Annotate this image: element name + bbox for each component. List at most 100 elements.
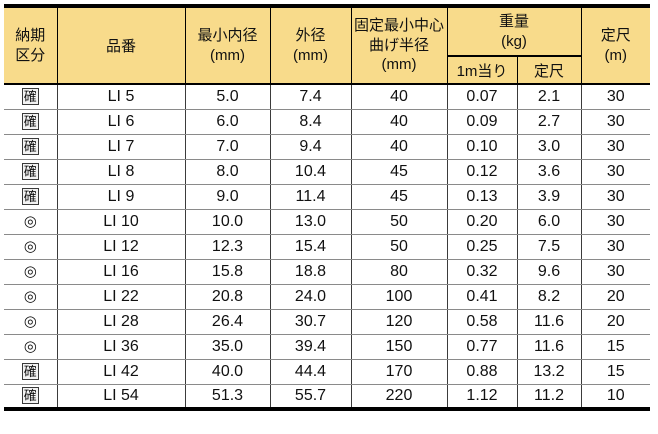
header-min-inner-dia: 最小内径 (mm) — [184, 6, 271, 85]
weight-std-cell: 13.2 — [516, 358, 582, 385]
part-no-cell: LI 22 — [56, 283, 186, 310]
delivery-mark-cell: 確 — [4, 108, 58, 135]
table-row: ◎ LI 36 35.0 39.4 150 0.77 11.6 15 — [4, 333, 651, 360]
weight-per-1m-cell: 0.32 — [446, 258, 518, 285]
weight-per-1m-cell: 1.12 — [446, 383, 518, 410]
std-length-cell: 10 — [580, 383, 651, 410]
std-length-cell: 30 — [580, 108, 651, 135]
delivery-mark: ◎ — [23, 262, 37, 280]
delivery-mark-cell: ◎ — [4, 208, 58, 235]
bend-radius-cell: 40 — [350, 133, 448, 160]
part-no-cell: LI 54 — [56, 383, 186, 410]
outer-dia-cell: 9.4 — [269, 133, 352, 160]
delivery-mark-cell: 確 — [4, 158, 58, 185]
delivery-mark: 確 — [21, 112, 39, 130]
table-row: ◎ LI 16 15.8 18.8 80 0.32 9.6 30 — [4, 258, 651, 285]
table-row: 確 LI 42 40.0 44.4 170 0.88 13.2 15 — [4, 358, 651, 385]
min-inner-dia-cell: 5.0 — [184, 83, 271, 110]
bend-radius-cell: 40 — [350, 83, 448, 110]
delivery-mark-cell: ◎ — [4, 283, 58, 310]
std-length-cell: 30 — [580, 158, 651, 185]
table-row: ◎ LI 28 26.4 30.7 120 0.58 11.6 20 — [4, 308, 651, 335]
bend-radius-cell: 100 — [350, 283, 448, 310]
std-length-cell: 30 — [580, 133, 651, 160]
part-no-cell: LI 10 — [56, 208, 186, 235]
weight-per-1m-cell: 0.41 — [446, 283, 518, 310]
header-weight-per-1m: 1m当り — [446, 56, 518, 85]
header-weight-std: 定尺 — [516, 56, 582, 85]
min-inner-dia-cell: 12.3 — [184, 233, 271, 260]
outer-dia-cell: 13.0 — [269, 208, 352, 235]
min-inner-dia-cell: 51.3 — [184, 383, 271, 410]
delivery-mark-cell: 確 — [4, 133, 58, 160]
outer-dia-cell: 18.8 — [269, 258, 352, 285]
header-outer-dia: 外径 (mm) — [269, 6, 352, 85]
header-part-no: 品番 — [56, 6, 186, 85]
outer-dia-cell: 44.4 — [269, 358, 352, 385]
header-std-length: 定尺 (m) — [580, 6, 651, 85]
min-inner-dia-cell: 7.0 — [184, 133, 271, 160]
bend-radius-cell: 40 — [350, 108, 448, 135]
delivery-mark: 確 — [21, 162, 39, 180]
std-length-cell: 15 — [580, 333, 651, 360]
bend-radius-cell: 220 — [350, 383, 448, 410]
bend-radius-cell: 50 — [350, 208, 448, 235]
weight-per-1m-cell: 0.77 — [446, 333, 518, 360]
delivery-mark-cell: 確 — [4, 358, 58, 385]
delivery-mark-cell: 確 — [4, 383, 58, 410]
min-inner-dia-cell: 8.0 — [184, 158, 271, 185]
outer-dia-cell: 24.0 — [269, 283, 352, 310]
weight-std-cell: 7.5 — [516, 233, 582, 260]
delivery-mark: ◎ — [23, 237, 37, 255]
delivery-mark-cell: ◎ — [4, 258, 58, 285]
outer-dia-cell: 8.4 — [269, 108, 352, 135]
weight-std-cell: 11.6 — [516, 308, 582, 335]
bend-radius-cell: 80 — [350, 258, 448, 285]
weight-per-1m-cell: 0.25 — [446, 233, 518, 260]
delivery-mark: ◎ — [23, 312, 37, 330]
weight-std-cell: 3.0 — [516, 133, 582, 160]
weight-std-cell: 6.0 — [516, 208, 582, 235]
outer-dia-cell: 10.4 — [269, 158, 352, 185]
delivery-mark-cell: ◎ — [4, 333, 58, 360]
weight-per-1m-cell: 0.09 — [446, 108, 518, 135]
weight-per-1m-cell: 0.12 — [446, 158, 518, 185]
std-length-cell: 30 — [580, 233, 651, 260]
delivery-mark: ◎ — [23, 212, 37, 230]
outer-dia-cell: 39.4 — [269, 333, 352, 360]
table-row: 確 LI 8 8.0 10.4 45 0.12 3.6 30 — [4, 158, 651, 185]
weight-std-cell: 2.7 — [516, 108, 582, 135]
weight-per-1m-cell: 0.07 — [446, 83, 518, 110]
part-no-cell: LI 6 — [56, 108, 186, 135]
min-inner-dia-cell: 40.0 — [184, 358, 271, 385]
weight-per-1m-cell: 0.20 — [446, 208, 518, 235]
header-row-weight-sub: 1m当り 定尺 — [4, 56, 650, 85]
weight-std-cell: 3.9 — [516, 183, 582, 210]
outer-dia-cell: 30.7 — [269, 308, 352, 335]
std-length-cell: 20 — [580, 308, 651, 335]
header-weight: 重量 (kg) — [446, 6, 582, 57]
delivery-mark-cell: ◎ — [4, 233, 58, 260]
outer-dia-cell: 55.7 — [269, 383, 352, 410]
min-inner-dia-cell: 35.0 — [184, 333, 271, 360]
delivery-mark-cell: 確 — [4, 183, 58, 210]
weight-std-cell: 11.2 — [516, 383, 582, 410]
table-body: 確 LI 5 5.0 7.4 40 0.07 2.1 30 確 LI 6 6.0… — [4, 83, 651, 410]
weight-per-1m-cell: 0.58 — [446, 308, 518, 335]
weight-per-1m-cell: 0.88 — [446, 358, 518, 385]
std-length-cell: 30 — [580, 258, 651, 285]
delivery-mark: 確 — [21, 137, 39, 155]
table-row: ◎ LI 12 12.3 15.4 50 0.25 7.5 30 — [4, 233, 651, 260]
part-no-cell: LI 16 — [56, 258, 186, 285]
table-row: 確 LI 7 7.0 9.4 40 0.10 3.0 30 — [4, 133, 651, 160]
outer-dia-cell: 7.4 — [269, 83, 352, 110]
std-length-cell: 30 — [580, 183, 651, 210]
outer-dia-cell: 15.4 — [269, 233, 352, 260]
table-row: 確 LI 6 6.0 8.4 40 0.09 2.7 30 — [4, 108, 651, 135]
weight-std-cell: 3.6 — [516, 158, 582, 185]
min-inner-dia-cell: 10.0 — [184, 208, 271, 235]
weight-std-cell: 2.1 — [516, 83, 582, 110]
delivery-mark: 確 — [21, 87, 39, 105]
table-row: ◎ LI 22 20.8 24.0 100 0.41 8.2 20 — [4, 283, 651, 310]
bend-radius-cell: 150 — [350, 333, 448, 360]
